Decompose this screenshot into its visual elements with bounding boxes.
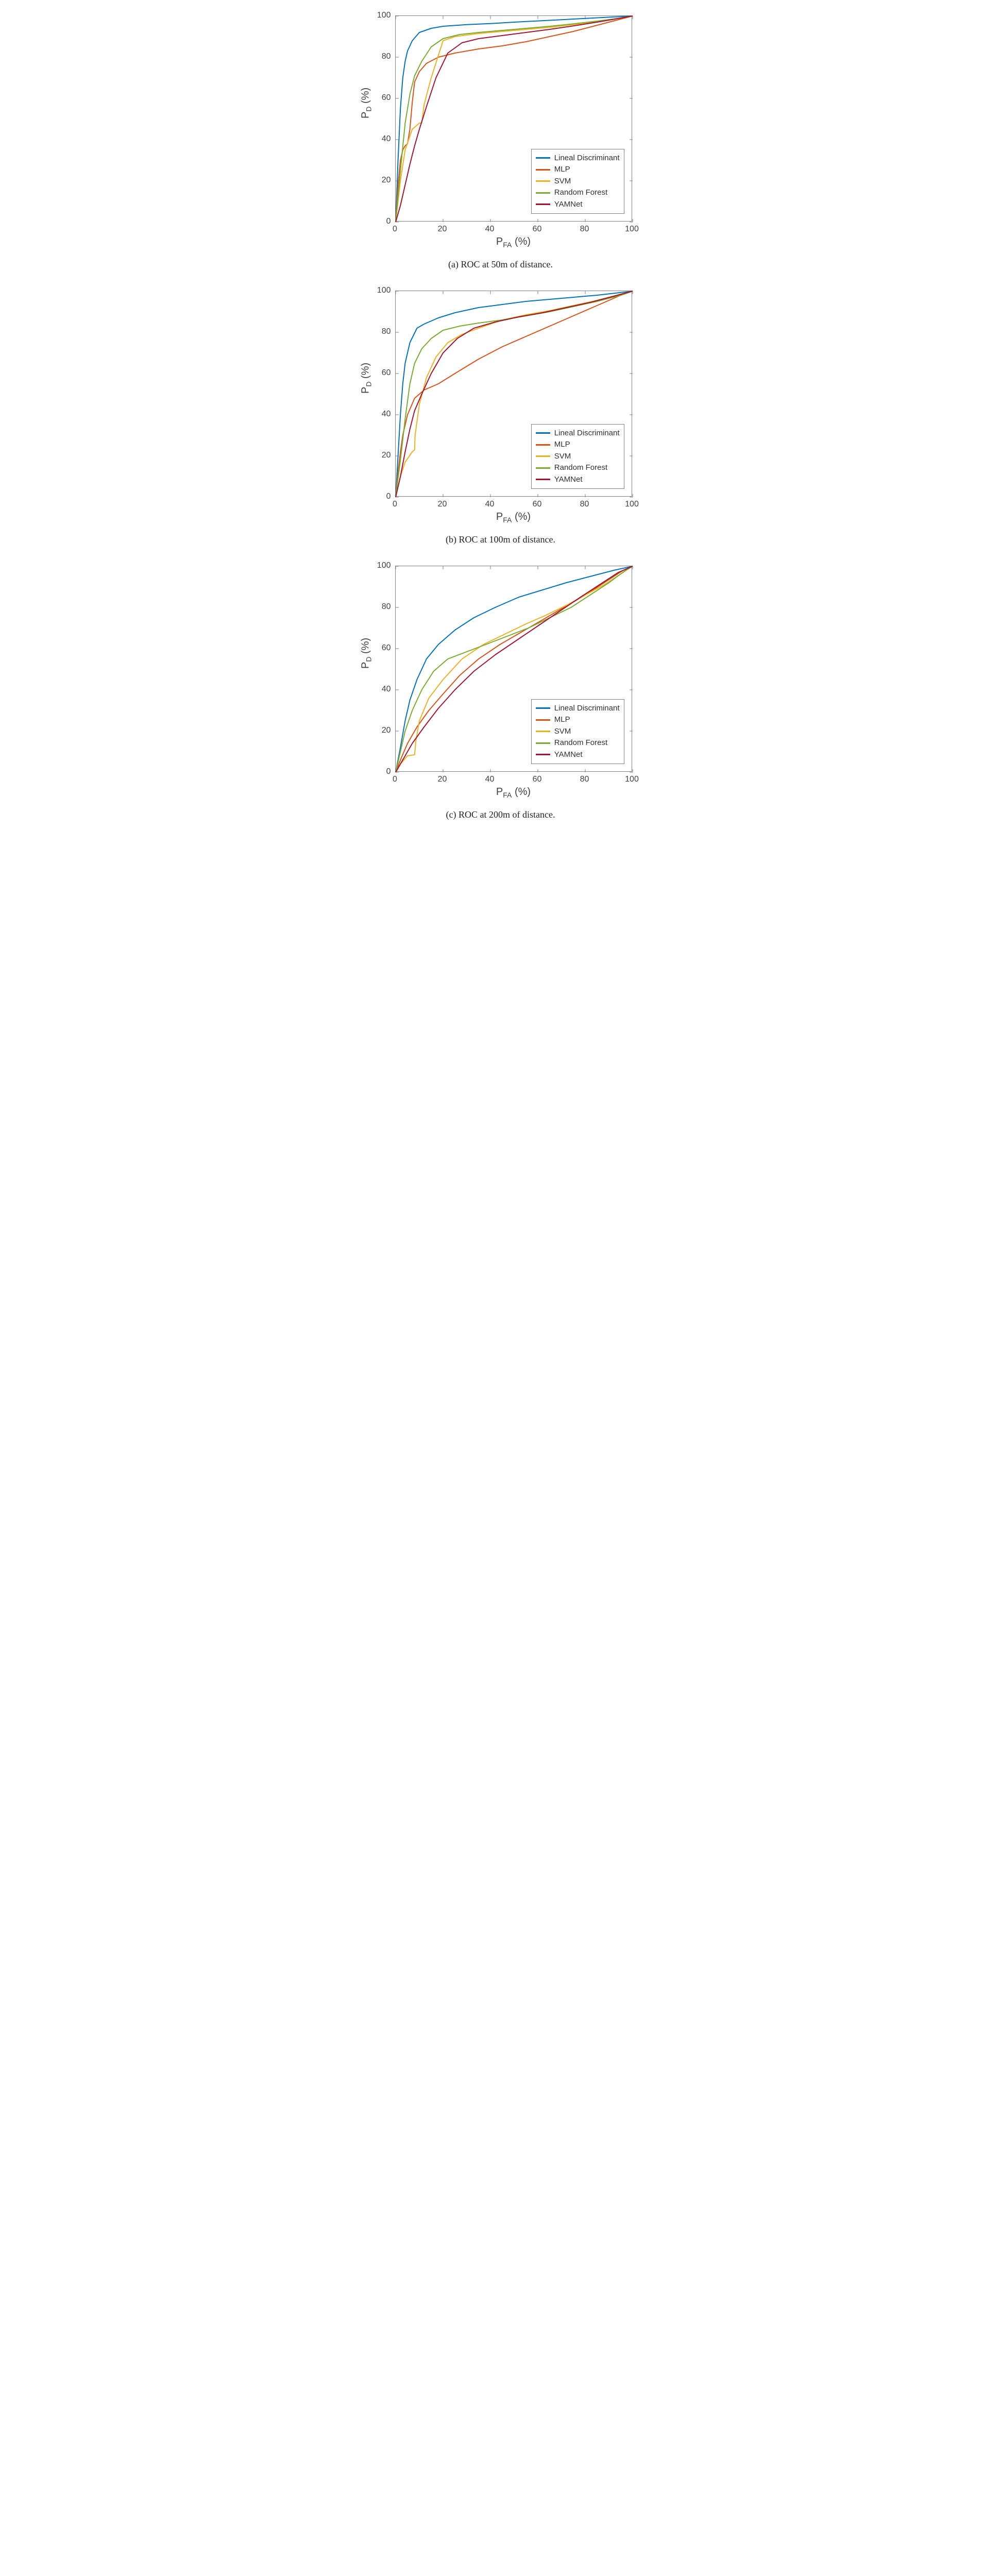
legend-item: SVM (536, 451, 620, 463)
plot-area: Lineal DiscriminantMLPSVMRandom ForestYA… (395, 291, 632, 497)
x-tick-label: 0 (393, 775, 397, 784)
x-tick-label: 20 (438, 500, 447, 509)
legend-item: MLP (536, 164, 620, 176)
x-tick-label: 80 (580, 225, 589, 234)
y-tick-label: 80 (365, 327, 391, 336)
legend-label: SVM (554, 176, 571, 188)
legend-label: Lineal Discriminant (554, 703, 620, 715)
y-tick-label: 100 (365, 561, 391, 570)
legend-label: YAMNet (554, 199, 583, 211)
legend: Lineal DiscriminantMLPSVMRandom ForestYA… (531, 149, 624, 214)
x-tick-label: 20 (438, 775, 447, 784)
legend-swatch (536, 754, 550, 755)
x-axis-label: PFA (%) (496, 236, 531, 249)
figure-caption: (a) ROC at 50m of distance. (448, 259, 553, 270)
y-axis-label: PD (%) (360, 88, 372, 118)
y-tick-label: 100 (365, 11, 391, 20)
legend-swatch (536, 192, 550, 194)
legend-swatch (536, 169, 550, 171)
y-tick-label: 40 (365, 410, 391, 419)
legend-label: MLP (554, 164, 570, 176)
legend-swatch (536, 432, 550, 434)
y-tick-label: 0 (365, 217, 391, 226)
y-tick-label: 40 (365, 134, 391, 144)
legend-item: Random Forest (536, 187, 620, 199)
legend-item: YAMNet (536, 199, 620, 211)
y-tick-label: 80 (365, 52, 391, 61)
y-axis-label: PD (%) (360, 638, 372, 669)
legend-swatch (536, 157, 550, 159)
legend-item: YAMNet (536, 749, 620, 761)
legend-swatch (536, 731, 550, 732)
chart-wrapper: 020406080100020406080100PFA (%)PD (%)Lin… (359, 561, 642, 800)
legend-item: Random Forest (536, 737, 620, 749)
x-tick-label: 40 (485, 500, 495, 509)
x-tick-label: 60 (533, 225, 542, 234)
x-tick-label: 80 (580, 775, 589, 784)
legend-swatch (536, 742, 550, 744)
plot-area: Lineal DiscriminantMLPSVMRandom ForestYA… (395, 15, 632, 222)
legend-label: SVM (554, 726, 571, 738)
legend-item: YAMNet (536, 474, 620, 486)
x-tick-label: 20 (438, 225, 447, 234)
legend-swatch (536, 467, 550, 469)
legend-label: MLP (554, 714, 570, 726)
legend-swatch (536, 180, 550, 182)
y-tick-label: 20 (365, 176, 391, 185)
legend-item: MLP (536, 714, 620, 726)
legend-label: Lineal Discriminant (554, 152, 620, 164)
legend-swatch (536, 479, 550, 480)
x-tick-label: 100 (625, 225, 639, 234)
chart-wrapper: 020406080100020406080100PFA (%)PD (%)Lin… (359, 10, 642, 250)
figure-caption: (c) ROC at 200m of distance. (446, 809, 555, 820)
figure-caption: (b) ROC at 100m of distance. (446, 534, 555, 545)
y-tick-label: 0 (365, 767, 391, 776)
legend: Lineal DiscriminantMLPSVMRandom ForestYA… (531, 699, 624, 765)
roc-figure-roc200: 020406080100020406080100PFA (%)PD (%)Lin… (359, 561, 642, 820)
y-tick-label: 20 (365, 451, 391, 460)
legend-label: YAMNet (554, 749, 583, 761)
x-tick-label: 60 (533, 775, 542, 784)
legend-label: Random Forest (554, 187, 607, 199)
legend-swatch (536, 455, 550, 457)
legend-item: Lineal Discriminant (536, 428, 620, 439)
legend-label: Random Forest (554, 462, 607, 474)
legend-label: Random Forest (554, 737, 607, 749)
x-tick-label: 60 (533, 500, 542, 509)
legend-label: SVM (554, 451, 571, 463)
x-tick-label: 100 (625, 500, 639, 509)
plot-area: Lineal DiscriminantMLPSVMRandom ForestYA… (395, 566, 632, 772)
x-tick-label: 100 (625, 775, 639, 784)
legend-swatch (536, 204, 550, 205)
x-axis-label: PFA (%) (496, 511, 531, 524)
legend: Lineal DiscriminantMLPSVMRandom ForestYA… (531, 424, 624, 489)
y-tick-label: 80 (365, 602, 391, 612)
legend-swatch (536, 444, 550, 446)
chart-wrapper: 020406080100020406080100PFA (%)PD (%)Lin… (359, 285, 642, 525)
roc-figure-roc50: 020406080100020406080100PFA (%)PD (%)Lin… (359, 10, 642, 270)
legend-label: Lineal Discriminant (554, 428, 620, 439)
legend-swatch (536, 719, 550, 721)
x-axis-label: PFA (%) (496, 786, 531, 799)
legend-swatch (536, 707, 550, 709)
legend-item: Lineal Discriminant (536, 152, 620, 164)
y-tick-label: 0 (365, 492, 391, 501)
y-axis-label: PD (%) (360, 363, 372, 394)
legend-label: MLP (554, 439, 570, 451)
roc-figure-roc100: 020406080100020406080100PFA (%)PD (%)Lin… (359, 285, 642, 545)
legend-label: YAMNet (554, 474, 583, 486)
legend-item: Random Forest (536, 462, 620, 474)
x-tick-label: 80 (580, 500, 589, 509)
x-tick-label: 0 (393, 225, 397, 234)
legend-item: SVM (536, 726, 620, 738)
legend-item: SVM (536, 176, 620, 188)
x-tick-label: 40 (485, 775, 495, 784)
y-tick-label: 20 (365, 726, 391, 735)
y-tick-label: 100 (365, 286, 391, 295)
x-tick-label: 0 (393, 500, 397, 509)
y-tick-label: 40 (365, 685, 391, 694)
x-tick-label: 40 (485, 225, 495, 234)
legend-item: MLP (536, 439, 620, 451)
legend-item: Lineal Discriminant (536, 703, 620, 715)
